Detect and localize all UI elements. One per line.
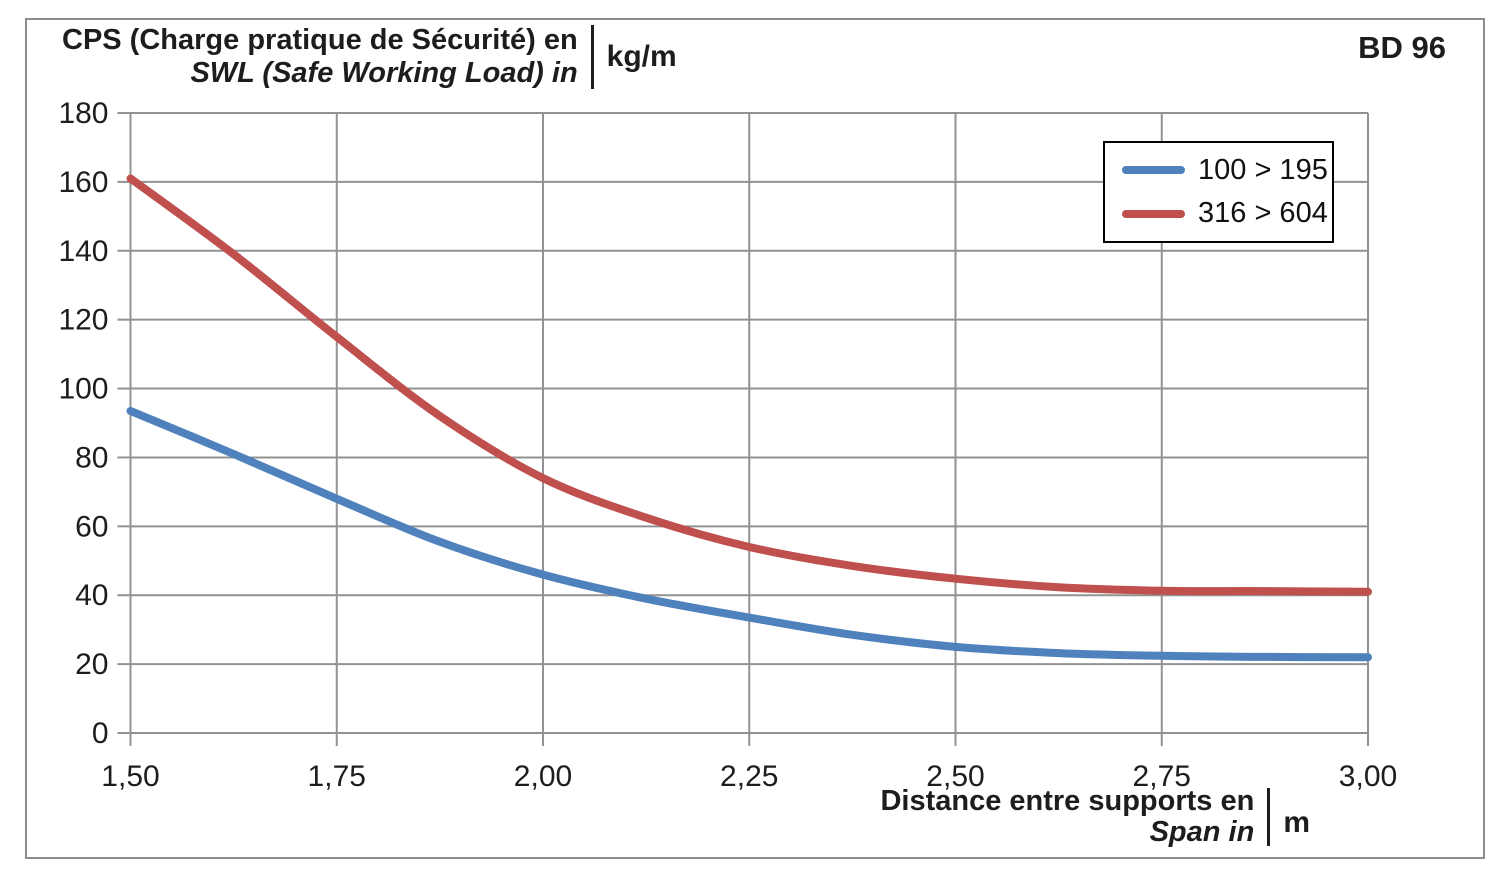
y-axis-unit-label: kg/m: [606, 40, 677, 73]
y-axis-title-line2: SWL (Safe Working Load) in: [190, 57, 578, 89]
x-axis-title: Distance entre supports en Span in m: [830, 786, 1310, 848]
x-axis-unit-label: m: [1283, 806, 1310, 839]
y-axis-title-line1: CPS (Charge pratique de Sécurité) en: [62, 24, 578, 56]
y-tick-label: 40: [75, 579, 108, 612]
y-tick-label: 20: [75, 648, 108, 681]
x-tick-label: 2,00: [514, 760, 572, 793]
y-tick-label: 120: [58, 304, 108, 337]
y-tick-label: 100: [58, 373, 108, 406]
y-axis-title-text: CPS (Charge pratique de Sécurité) en SWL…: [62, 24, 578, 90]
legend-item-316-604: 316 > 604: [1122, 197, 1332, 230]
y-tick-label: 60: [75, 510, 108, 543]
x-tick-label: 1,75: [308, 760, 366, 793]
x-tick-label: 3,00: [1339, 760, 1397, 793]
x-axis-title-line1: Distance entre supports en: [880, 785, 1255, 817]
legend-swatch-blue-line: [1122, 166, 1185, 175]
series-line-316-604: [126, 174, 1372, 596]
y-tick-label: 80: [75, 441, 108, 474]
y-axis-title: CPS (Charge pratique de Sécurité) en SWL…: [62, 24, 677, 90]
x-axis-title-text: Distance entre supports en Span in: [880, 786, 1254, 848]
outer-frame: [25, 18, 1485, 859]
x-tick-label: 2,25: [720, 760, 778, 793]
x-tick-label: 2,75: [1133, 760, 1191, 793]
legend: 100 > 195 316 > 604: [1103, 141, 1334, 243]
legend-swatch-red-line: [1122, 209, 1185, 218]
chart-code-label: BD 96: [1358, 30, 1446, 65]
x-axis-title-line2: Span in: [1149, 816, 1255, 848]
y-tick-label: 160: [58, 166, 108, 199]
x-tick-label: 2,50: [926, 760, 984, 793]
y-tick-label: 140: [58, 235, 108, 268]
x-tick-label: 1,50: [101, 760, 159, 793]
legend-item-100-195: 100 > 195: [1122, 154, 1332, 187]
series-line-100-195: [126, 406, 1372, 662]
legend-label-100-195: 100 > 195: [1198, 153, 1328, 186]
y-axis-title-divider: [590, 25, 594, 89]
y-tick-label: 180: [58, 97, 108, 130]
y-tick-label: 0: [92, 717, 109, 750]
legend-label-316-604: 316 > 604: [1198, 197, 1328, 230]
x-axis-title-divider: [1267, 788, 1271, 846]
